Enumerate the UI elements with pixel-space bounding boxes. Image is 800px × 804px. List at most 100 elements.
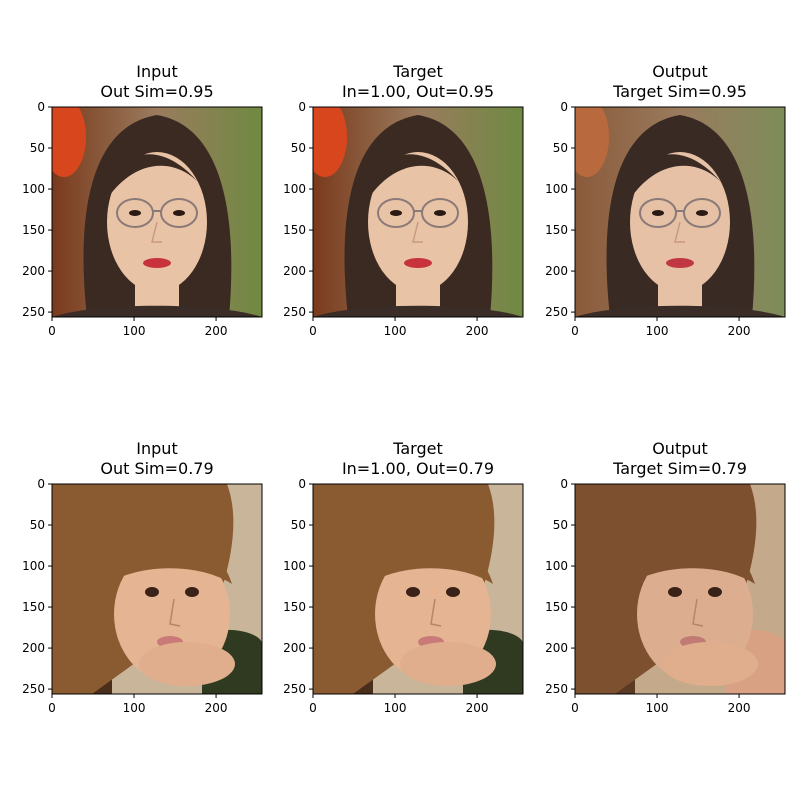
y-tick-label: 150 xyxy=(283,223,306,237)
eye-right xyxy=(696,210,708,216)
panel-subtitle: Out Sim=0.95 xyxy=(100,82,213,101)
y-tick-label: 0 xyxy=(37,477,45,491)
eye-right xyxy=(185,587,199,597)
image-face-child-hand xyxy=(52,484,262,694)
x-tick-label: 100 xyxy=(646,701,669,715)
y-tick-label: 50 xyxy=(553,141,568,155)
panel-title: Input xyxy=(136,62,177,81)
glasses-lens-right xyxy=(421,198,459,228)
glasses-lens-right xyxy=(160,198,198,228)
eye-left xyxy=(390,210,402,216)
y-tick-label: 200 xyxy=(545,264,568,278)
lips xyxy=(143,258,171,268)
y-tick-label: 250 xyxy=(545,305,568,319)
nose xyxy=(430,598,442,627)
axes-frame xyxy=(574,106,786,318)
y-tick-label: 150 xyxy=(22,223,45,237)
y-tick-label: 200 xyxy=(283,264,306,278)
y-tick-label: 250 xyxy=(22,305,45,319)
lips xyxy=(666,258,694,268)
y-tick-label: 0 xyxy=(298,100,306,114)
eye-right xyxy=(173,210,185,216)
panel-title: Target xyxy=(392,62,443,81)
y-tick-label: 150 xyxy=(545,600,568,614)
y-tick-label: 200 xyxy=(22,641,45,655)
y-tick-label: 100 xyxy=(283,182,306,196)
axes-frame xyxy=(51,106,263,318)
background-blob xyxy=(313,107,347,177)
panel-title: Target xyxy=(392,439,443,458)
y-tick-label: 100 xyxy=(545,182,568,196)
panel-subtitle: Out Sim=0.79 xyxy=(100,459,213,478)
panel-title: Output xyxy=(652,439,708,458)
eye-left xyxy=(129,210,141,216)
y-tick-label: 150 xyxy=(22,600,45,614)
y-tick-label: 0 xyxy=(298,477,306,491)
axes-frame xyxy=(574,483,786,695)
nose xyxy=(151,221,162,243)
eye-left xyxy=(406,587,420,597)
bangs xyxy=(368,537,493,584)
bangs xyxy=(107,537,232,584)
panel-title: Output xyxy=(652,62,708,81)
axes-frame xyxy=(312,483,524,695)
shoulders xyxy=(52,305,262,317)
nose xyxy=(674,221,685,243)
background-blob xyxy=(575,107,609,177)
y-tick-label: 150 xyxy=(545,223,568,237)
y-tick-label: 50 xyxy=(553,518,568,532)
x-tick-label: 0 xyxy=(48,324,56,338)
y-tick-label: 50 xyxy=(30,141,45,155)
panel-subtitle: In=1.00, Out=0.95 xyxy=(342,82,494,101)
x-tick-label: 100 xyxy=(384,701,407,715)
eye-right xyxy=(446,587,460,597)
hand xyxy=(139,642,235,686)
panel-subtitle: Target Sim=0.95 xyxy=(612,82,747,101)
x-tick-label: 200 xyxy=(728,701,751,715)
image-face-woman-glasses xyxy=(52,107,262,317)
y-tick-label: 50 xyxy=(291,141,306,155)
eye-left xyxy=(668,587,682,597)
y-tick-label: 250 xyxy=(545,682,568,696)
glasses-lens-left xyxy=(377,198,415,228)
shoulders xyxy=(313,305,523,317)
nose xyxy=(169,598,181,627)
image-face-woman-glasses xyxy=(313,107,523,317)
y-tick-label: 250 xyxy=(283,305,306,319)
eye-left xyxy=(145,587,159,597)
bangs xyxy=(366,154,470,202)
y-tick-label: 0 xyxy=(560,100,568,114)
x-tick-label: 200 xyxy=(466,701,489,715)
nose xyxy=(412,221,423,243)
x-tick-label: 0 xyxy=(571,701,579,715)
y-tick-label: 0 xyxy=(560,477,568,491)
background-blob xyxy=(52,107,86,177)
x-tick-label: 100 xyxy=(123,324,146,338)
y-tick-label: 250 xyxy=(22,682,45,696)
y-tick-label: 250 xyxy=(283,682,306,696)
eye-left xyxy=(652,210,664,216)
eye-right xyxy=(708,587,722,597)
x-tick-label: 100 xyxy=(384,324,407,338)
axes-frame xyxy=(312,106,524,318)
y-tick-label: 0 xyxy=(37,100,45,114)
x-tick-label: 200 xyxy=(205,324,228,338)
y-tick-label: 200 xyxy=(22,264,45,278)
y-tick-label: 100 xyxy=(283,559,306,573)
hand xyxy=(662,642,758,686)
bangs xyxy=(630,537,755,584)
y-tick-label: 50 xyxy=(30,518,45,532)
y-tick-label: 100 xyxy=(545,559,568,573)
y-tick-label: 200 xyxy=(283,641,306,655)
y-tick-label: 100 xyxy=(22,559,45,573)
x-tick-label: 200 xyxy=(466,324,489,338)
y-tick-label: 150 xyxy=(283,600,306,614)
panel-subtitle: Target Sim=0.79 xyxy=(612,459,747,478)
